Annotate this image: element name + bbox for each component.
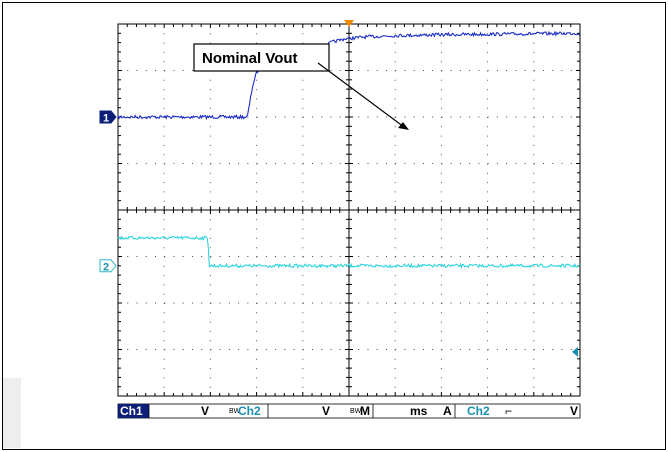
time-label: M xyxy=(360,404,370,418)
trigger-source: Ch2 xyxy=(467,404,490,418)
annotation-arrowhead xyxy=(398,122,409,130)
status-bar: Ch1 V BW Ch2 V BW M ms A Ch2 ⌐ V xyxy=(117,403,581,419)
traces xyxy=(117,30,581,269)
marker-ch1: 1 xyxy=(99,110,117,125)
ch1-unit: V xyxy=(201,404,209,418)
trace-ch1 xyxy=(117,30,581,121)
marker-ch2: 2 xyxy=(99,259,117,273)
time-bw-prefix: BW xyxy=(350,408,362,415)
ch2-label: Ch2 xyxy=(238,404,261,418)
ch2-bw-prefix: BW xyxy=(229,408,241,415)
annotation: Nominal Vout xyxy=(193,43,409,130)
channel-markers: 12 xyxy=(99,110,117,273)
annotation-text: Nominal Vout xyxy=(202,50,298,67)
ch1-label-bg xyxy=(118,404,149,418)
ch1-label: Ch1 xyxy=(120,404,143,418)
time-unit: ms xyxy=(410,404,428,418)
annotation-arrow xyxy=(317,62,405,128)
annotation-box xyxy=(193,43,330,72)
ch2-unit: V xyxy=(322,404,330,418)
graticule xyxy=(117,20,581,397)
trigger-level-marker xyxy=(572,346,578,357)
trigger-label: A xyxy=(443,404,452,418)
trigger-position-marker xyxy=(344,20,354,27)
left-margin-shade xyxy=(3,378,21,448)
trace-ch2 xyxy=(117,235,581,269)
marker-label: 2 xyxy=(103,261,109,273)
marker-label: 1 xyxy=(103,113,109,125)
trigger-unit: V xyxy=(570,404,578,418)
trigger-slope-icon: ⌐ xyxy=(505,404,512,418)
